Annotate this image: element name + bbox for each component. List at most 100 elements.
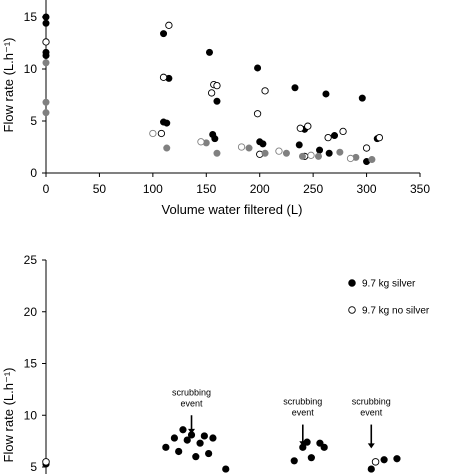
- top-x-tick-label: 250: [303, 182, 323, 196]
- scrubbing-event-label: event: [292, 408, 315, 418]
- top-data-point: [295, 141, 303, 149]
- top-data-point: [314, 152, 322, 160]
- bottom-data-point: [200, 432, 208, 440]
- top-data-point: [325, 149, 333, 157]
- bottom-data-points: [42, 426, 401, 473]
- top-data-point: [157, 129, 166, 138]
- bottom-y-tick-label: 15: [24, 357, 38, 371]
- scrubbing-event-label: event: [360, 408, 383, 418]
- top-data-point: [149, 129, 157, 138]
- scrubbing-event-arrow-head: [299, 441, 307, 447]
- bottom-y-tick-label: 20: [24, 305, 38, 319]
- bottom-data-point: [371, 458, 380, 466]
- top-data-point: [42, 38, 50, 46]
- top-data-point: [42, 109, 50, 117]
- top-data-point: [237, 143, 246, 151]
- bottom-data-point: [320, 443, 328, 451]
- bottom-y-tick-label: 25: [24, 253, 38, 267]
- bottom-data-point: [175, 447, 183, 456]
- bottom-data-point: [380, 456, 388, 464]
- bottom-data-point: [183, 436, 191, 444]
- top-x-tick-label: 200: [250, 182, 270, 196]
- top-data-point: [259, 140, 267, 148]
- top-data-point: [163, 144, 171, 152]
- top-data-point: [375, 133, 384, 142]
- top-data-point: [213, 81, 221, 90]
- top-data-point: [298, 152, 306, 160]
- top-data-point: [42, 59, 50, 67]
- top-data-point: [160, 30, 168, 38]
- top-data-point: [213, 97, 221, 105]
- top-data-point: [253, 110, 262, 118]
- top-data-point: [368, 155, 376, 163]
- scrubbing-event-arrow-head: [188, 428, 196, 434]
- bottom-data-point: [42, 458, 50, 466]
- top-x-tick-label: 350: [410, 182, 430, 196]
- top-data-point: [163, 119, 171, 127]
- legend-label: 9.7 kg no silver: [362, 306, 430, 317]
- top-data-point: [316, 146, 324, 154]
- top-data-point: [42, 19, 50, 27]
- legend: 9.7 kg silver 9.7 kg no silver: [348, 279, 430, 317]
- top-data-point: [275, 147, 283, 155]
- top-y-axis: 0 5 10 15: [24, 0, 47, 180]
- legend-marker: [348, 279, 356, 287]
- top-x-tick-label: 150: [196, 182, 216, 196]
- top-data-point: [358, 94, 366, 102]
- top-data-point: [304, 122, 312, 130]
- legend-label: 9.7 kg silver: [362, 279, 416, 290]
- top-data-point: [165, 21, 173, 29]
- top-data-point: [331, 132, 339, 140]
- top-data-point: [336, 148, 344, 156]
- top-y-tick-label: 5: [30, 114, 37, 128]
- bottom-data-point: [196, 439, 204, 447]
- top-data-point: [42, 13, 50, 21]
- bottom-y-axis-title: Flow rate (L.h⁻¹): [1, 368, 16, 463]
- bottom-data-point: [179, 426, 187, 434]
- bottom-data-point: [162, 443, 170, 451]
- scrubbing-event-label: scrubbing: [283, 397, 322, 407]
- bottom-data-point: [290, 457, 298, 465]
- top-data-point: [261, 149, 269, 157]
- top-y-axis-title: Flow rate (L.h⁻¹): [1, 38, 16, 133]
- scrubbing-event-arrow-head: [367, 443, 375, 449]
- top-data-point: [339, 127, 347, 136]
- top-data-point: [213, 149, 221, 157]
- top-data-points: [42, 13, 384, 166]
- bottom-y-axis: 5 10 15 20 25: [24, 253, 47, 474]
- top-x-axis: 0 50 100 150 200 250 300 350: [43, 172, 430, 196]
- top-data-point: [205, 48, 213, 56]
- top-data-point: [282, 149, 290, 157]
- top-data-point: [322, 90, 330, 98]
- top-data-point: [207, 89, 216, 97]
- top-x-tick-label: 300: [357, 182, 377, 196]
- top-data-point: [159, 73, 168, 81]
- top-x-tick-label: 100: [143, 182, 163, 196]
- scrubbing-event-label: scrubbing: [352, 397, 391, 407]
- top-x-tick-label: 0: [43, 182, 50, 196]
- top-data-point: [42, 51, 50, 59]
- top-data-point: [346, 154, 355, 163]
- top-data-point: [211, 135, 219, 143]
- top-data-point: [291, 84, 299, 92]
- bottom-data-point: [367, 465, 375, 473]
- scrubbing-event-label: scrubbing: [172, 387, 211, 397]
- bottom-data-point: [316, 439, 324, 447]
- bottom-data-point: [192, 453, 200, 461]
- bottom-data-point: [205, 449, 213, 458]
- top-data-point: [245, 144, 253, 152]
- top-chart: 0 5 10 15 0 50 100 150 200 250 300 350 Volume wate…: [1, 0, 430, 217]
- top-data-point: [324, 133, 332, 142]
- top-data-point: [42, 98, 50, 106]
- top-data-point: [197, 138, 205, 146]
- top-data-point: [362, 144, 371, 152]
- top-x-axis-title: Volume water filtered (L): [162, 202, 303, 217]
- bottom-data-point: [393, 455, 401, 463]
- top-y-tick-label: 15: [24, 10, 38, 24]
- top-data-point: [254, 64, 262, 72]
- scrubbing-event-label: event: [181, 398, 204, 408]
- bottom-data-point: [209, 434, 217, 442]
